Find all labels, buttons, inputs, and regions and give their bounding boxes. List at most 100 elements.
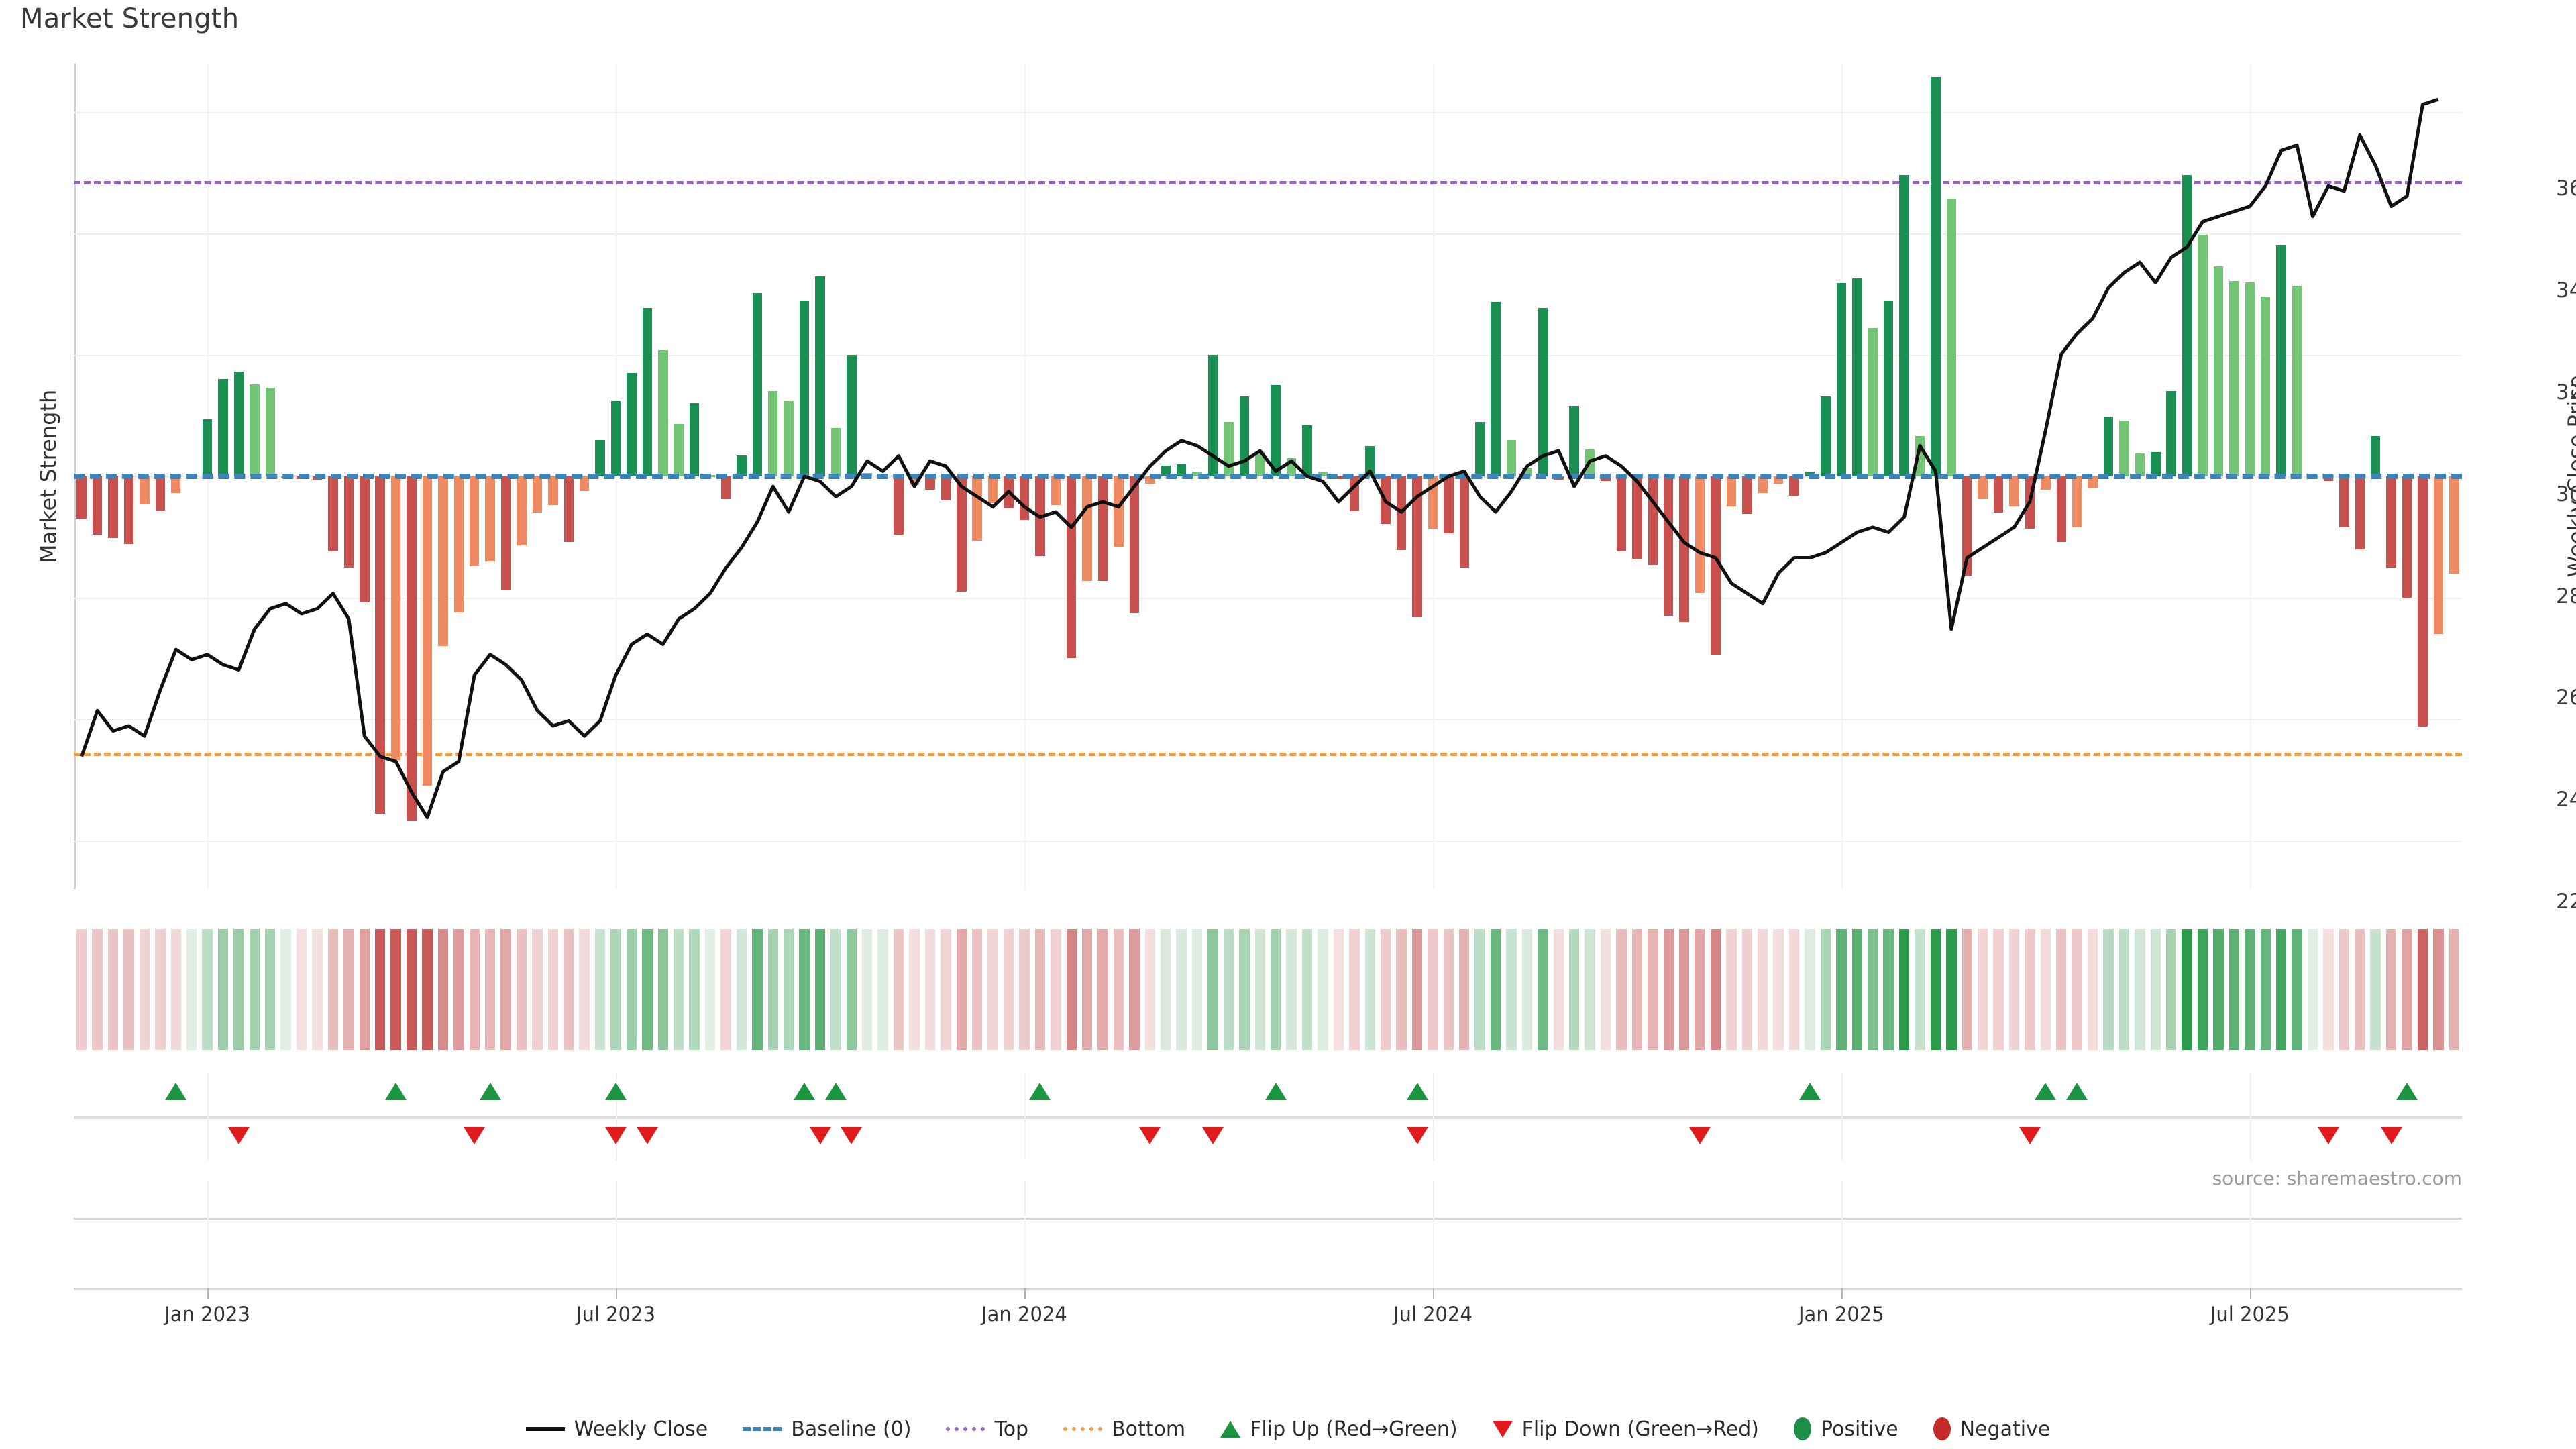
flip-up-marker[interactable] xyxy=(1799,1083,1821,1100)
flip-down-marker[interactable] xyxy=(2380,1127,2402,1144)
bar-positive xyxy=(2245,282,2255,476)
y2-tick-label: 24.00 xyxy=(2556,788,2576,812)
triangle-up-icon xyxy=(1220,1420,1241,1438)
y2-tick-label: 36.00 xyxy=(2556,176,2576,201)
heatmap-cell xyxy=(532,929,543,1050)
heatmap-cell xyxy=(1538,929,1548,1050)
heatmap-cell xyxy=(1474,929,1485,1050)
flip-up-marker[interactable] xyxy=(1265,1083,1287,1100)
flip-up-marker[interactable] xyxy=(824,1083,847,1100)
flip-up-marker[interactable] xyxy=(2066,1083,2088,1100)
flip-down-marker[interactable] xyxy=(1406,1127,1428,1144)
legend-item[interactable]: Weekly Close xyxy=(525,1417,708,1441)
bar-negative xyxy=(1663,476,1674,616)
heatmap-cell xyxy=(1301,929,1313,1050)
y2-tick-label: 30.00 xyxy=(2556,482,2576,506)
flip-up-marker[interactable] xyxy=(165,1083,187,1100)
bar-positive xyxy=(1239,396,1250,476)
heatmap-cell xyxy=(2339,929,2350,1050)
legend-item[interactable]: Bottom xyxy=(1063,1417,1185,1441)
gridline-x xyxy=(1841,1221,1843,1291)
flip-up-marker[interactable] xyxy=(1406,1083,1428,1100)
flip-down-marker[interactable] xyxy=(227,1127,250,1144)
gridline-x xyxy=(616,1221,618,1291)
legend-item[interactable]: Baseline (0) xyxy=(743,1417,911,1441)
heatmap-cell xyxy=(1898,929,1910,1050)
flip-down-marker[interactable] xyxy=(1689,1127,1711,1144)
heatmap-cell xyxy=(1758,929,1768,1050)
bar-negative xyxy=(1758,476,1768,494)
flip-up-marker[interactable] xyxy=(794,1083,816,1100)
legend-item[interactable]: Flip Down (Green→Red) xyxy=(1492,1417,1759,1441)
heatmap-cell xyxy=(799,929,810,1050)
heatmap-cell xyxy=(689,929,700,1050)
flip-down-marker[interactable] xyxy=(2317,1127,2339,1144)
heatmap-cell xyxy=(2355,929,2365,1050)
heatmap-cell xyxy=(1585,929,1595,1050)
heatmap-cell xyxy=(2213,929,2224,1050)
flip-up-marker[interactable] xyxy=(385,1083,407,1100)
bar-negative xyxy=(1114,476,1124,547)
heatmap-cell xyxy=(1428,929,1438,1050)
flip-down-marker[interactable] xyxy=(2019,1127,2041,1144)
heatmap-cell xyxy=(1396,929,1407,1050)
x-tick-mark xyxy=(2249,1288,2251,1299)
legend-item[interactable]: Negative xyxy=(1933,1417,2050,1441)
gridline-x xyxy=(1432,1181,1434,1221)
x-tick-label: Jan 2025 xyxy=(1798,1303,1884,1326)
bar-positive xyxy=(1208,355,1218,476)
flip-marker-row xyxy=(74,1073,2462,1161)
flip-up-marker[interactable] xyxy=(479,1083,501,1100)
bar-negative xyxy=(375,476,385,814)
heatmap-cell xyxy=(1726,929,1737,1050)
heatmap-cell xyxy=(390,929,401,1050)
bar-positive xyxy=(1915,436,1925,476)
flip-up-marker[interactable] xyxy=(2035,1083,2057,1100)
flip-down-marker[interactable] xyxy=(1202,1127,1224,1144)
bar-negative xyxy=(1695,476,1705,593)
main-chart-panel: Market Strength Weekly Close Price 30201… xyxy=(36,64,2576,914)
legend-item[interactable]: Top xyxy=(946,1417,1028,1441)
legend-item[interactable]: Positive xyxy=(1794,1417,1898,1441)
bar-positive xyxy=(752,292,763,476)
bar-positive xyxy=(2135,453,2145,476)
flip-down-marker[interactable] xyxy=(605,1127,627,1144)
flip-down-marker[interactable] xyxy=(1139,1127,1161,1144)
flip-down-marker[interactable] xyxy=(841,1127,863,1144)
bar-negative xyxy=(2418,476,2428,727)
legend-circle-swatch xyxy=(1933,1417,1951,1440)
heatmap-cell xyxy=(1176,929,1187,1050)
gridline-y xyxy=(74,718,2462,720)
flip-down-marker[interactable] xyxy=(464,1127,486,1144)
bar-negative xyxy=(2041,476,2051,490)
bar-positive xyxy=(202,419,213,476)
flip-up-marker[interactable] xyxy=(605,1083,627,1100)
bar-negative xyxy=(957,476,967,592)
flip-down-marker[interactable] xyxy=(636,1127,658,1144)
gridline-x xyxy=(1024,1221,1026,1291)
heatmap-cell xyxy=(343,929,354,1050)
heatmap-cell xyxy=(1851,929,1862,1050)
heatmap-cell xyxy=(186,929,197,1050)
axis-rule xyxy=(74,1288,2462,1290)
bar-positive xyxy=(2292,286,2302,476)
bar-negative xyxy=(438,476,448,647)
bar-negative xyxy=(407,476,417,821)
heatmap-cell xyxy=(830,929,841,1050)
chart-legend: Weekly Close Baseline (0) Top Bottom Flip Up… xyxy=(0,1409,2576,1449)
heatmap-cell xyxy=(1349,929,1360,1050)
flip-up-marker[interactable] xyxy=(1029,1083,1051,1100)
flip-down-marker[interactable] xyxy=(809,1127,831,1144)
bar-positive xyxy=(815,276,825,476)
legend-label: Weekly Close xyxy=(574,1417,708,1441)
flip-up-marker[interactable] xyxy=(2396,1083,2418,1100)
x-axis-area: source: sharemaestro.com Jan 2023 Jul 202… xyxy=(74,1167,2462,1326)
x-tick-label: Jul 2024 xyxy=(1393,1303,1472,1326)
heatmap-cell xyxy=(2103,929,2114,1050)
gridline-x xyxy=(2249,1181,2251,1221)
heatmap-strip xyxy=(74,929,2462,1050)
heatmap-cell xyxy=(92,929,103,1050)
heatmap-cell xyxy=(610,929,621,1050)
legend-item[interactable]: Flip Up (Red→Green) xyxy=(1220,1417,1458,1441)
heatmap-cell xyxy=(1568,929,1580,1050)
